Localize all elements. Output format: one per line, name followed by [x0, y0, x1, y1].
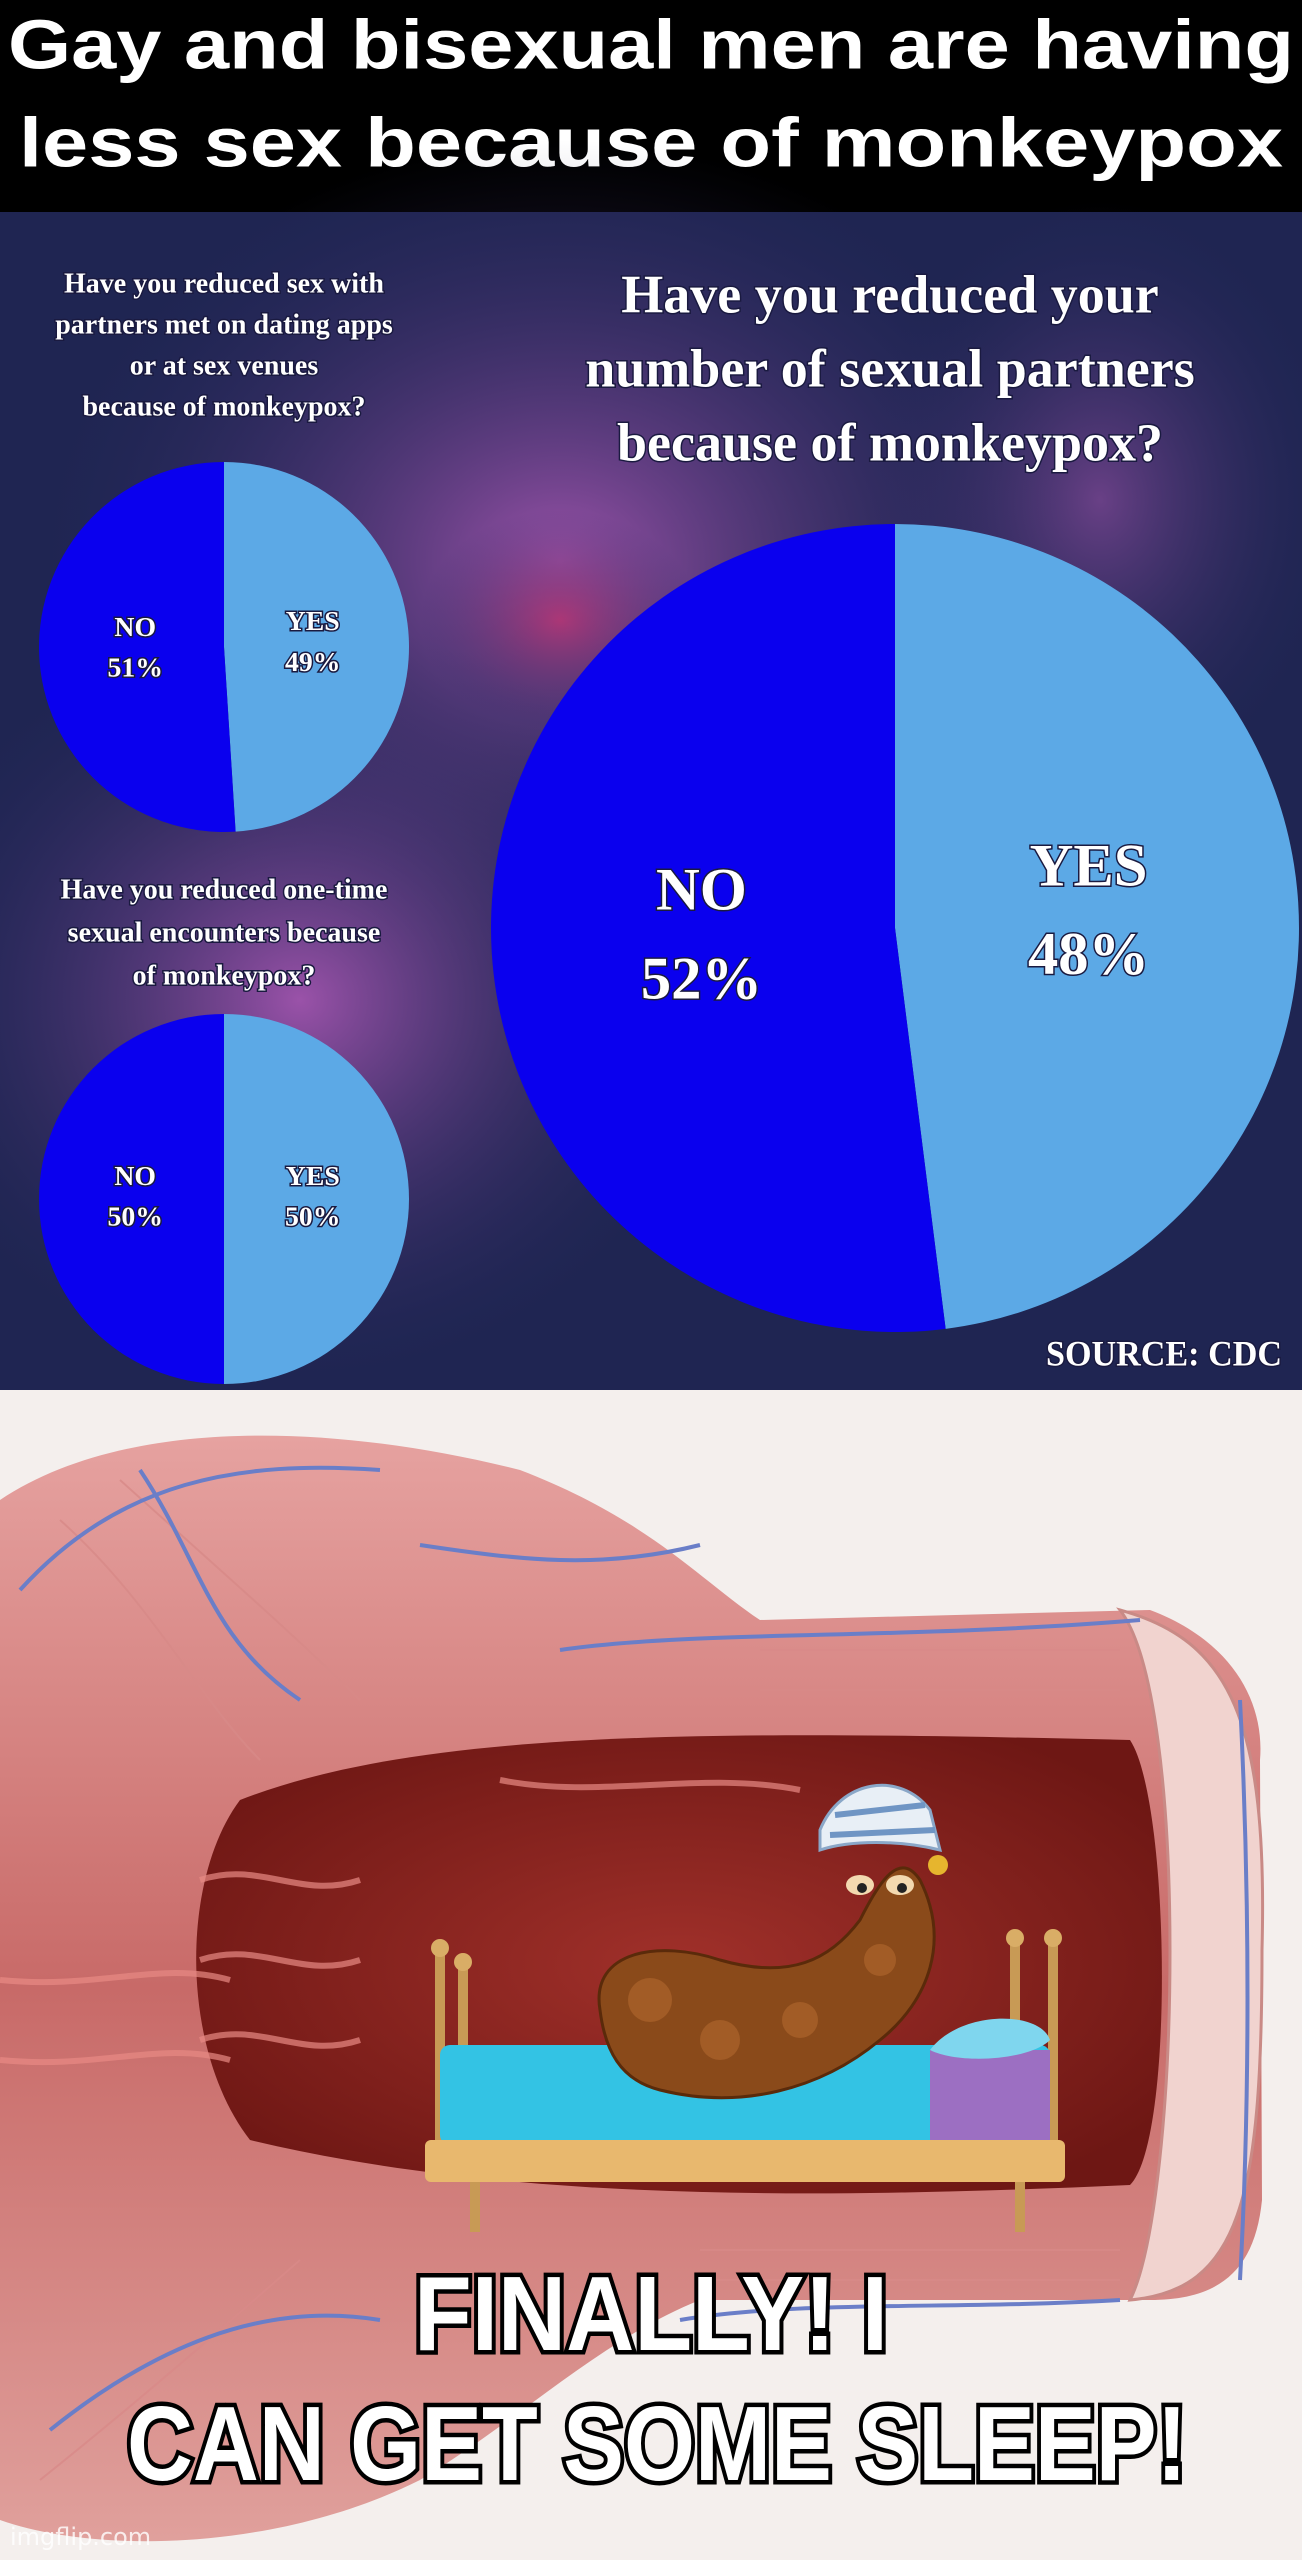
chart-title: Have you reduced your [621, 264, 1159, 324]
chart-title: because of monkeypox? [82, 391, 365, 422]
charts: Have you reduced sex with partners met on… [39, 263, 1299, 1384]
slice-value-label: 50% [107, 1202, 163, 1233]
pie-slice [39, 1014, 224, 1384]
slice-value-label: 49% [285, 647, 341, 678]
chart-title: Have you reduced sex with [64, 268, 384, 299]
pie-slice [39, 462, 236, 832]
chart-title: or at sex venues [130, 350, 319, 381]
slice-category: NO [656, 857, 747, 924]
slice-value-label: 50% [285, 1202, 341, 1233]
chart-title: Have you reduced one-time [61, 874, 388, 905]
caption: FINALLY! I [414, 2255, 888, 2373]
slice-value-label: 51% [107, 653, 163, 684]
slice-category: NO [114, 1161, 156, 1192]
chart-title: of monkeypox? [133, 960, 316, 991]
chart-title: partners met on dating apps [55, 309, 393, 340]
pie-slice [490, 524, 946, 1332]
pie-slice [224, 462, 410, 832]
source-label: SOURCE: CDC [1046, 1333, 1282, 1373]
header-title: Gay and bisexual men are having [8, 5, 1294, 83]
slice-category: NO [114, 612, 156, 643]
chart-title: sexual encounters because [68, 917, 381, 948]
slice-value-label: 52% [641, 946, 762, 1013]
pie-slice [895, 524, 1299, 1329]
chart-title: because of monkeypox? [617, 412, 1163, 472]
slice-category: YES [286, 1161, 340, 1192]
illustration [0, 1390, 1302, 2560]
slice-value-label: 48% [1028, 921, 1149, 988]
slice-category: YES [1030, 832, 1148, 899]
caption: CAN GET SOME SLEEP! [127, 2385, 1187, 2503]
pie-slice [224, 1014, 409, 1384]
slice-category: YES [286, 606, 340, 637]
chart-title: number of sexual partners [585, 338, 1195, 398]
watermark: imgflip.com [10, 2523, 151, 2551]
